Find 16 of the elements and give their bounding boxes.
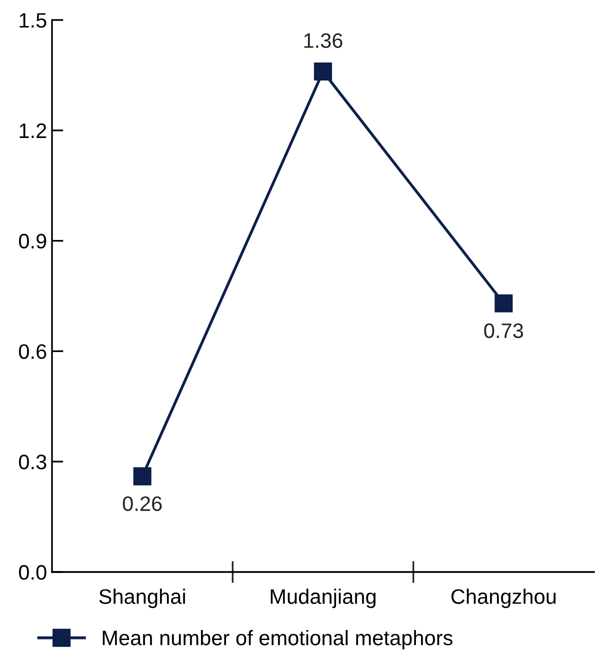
point bbox=[133, 467, 152, 486]
legend-label: Mean number of emotional metaphors bbox=[102, 630, 452, 650]
y-tick-label: 0.6 bbox=[18, 344, 46, 359]
data-label: 0.26 bbox=[122, 496, 162, 512]
x-tick-label: Mudanjiang bbox=[270, 588, 376, 608]
y-tick-label: 0.3 bbox=[18, 454, 46, 470]
y-tick-label: 1.5 bbox=[20, 13, 46, 28]
x-tick-label: Changzhou bbox=[451, 588, 556, 608]
data-label: 0.73 bbox=[484, 323, 524, 338]
x-tick-label: Shanghai bbox=[99, 588, 185, 608]
point bbox=[494, 294, 513, 312]
y-tick-label: 0.9 bbox=[18, 234, 46, 249]
y-tick-label: 1.2 bbox=[20, 123, 46, 138]
point bbox=[314, 62, 332, 81]
data-label: 1.36 bbox=[304, 33, 342, 48]
y-tick-label: 0.0 bbox=[18, 565, 46, 580]
